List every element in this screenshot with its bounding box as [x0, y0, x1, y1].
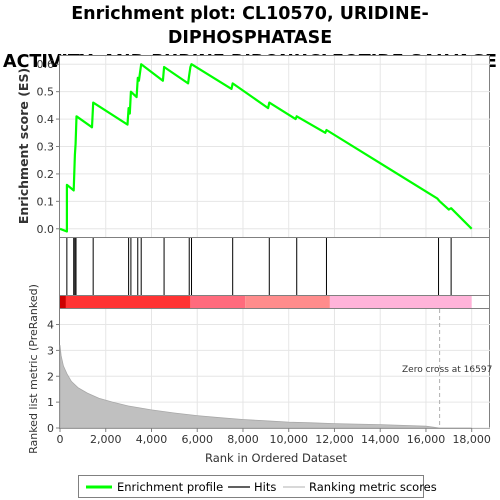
ranking-y-tick-label: 4 [47, 319, 54, 332]
x-tick-label: 10,000 [269, 433, 308, 446]
es-y-tick-label: 0.2 [37, 168, 55, 181]
es-y-tick-label: 0.0 [37, 223, 55, 236]
x-tick-label: 6,000 [181, 433, 213, 446]
ranking-y-axis-label: Ranked list metric (PreRanked) [27, 284, 40, 454]
title-line-1: Enrichment plot: CL10570, URIDINE-DIPHOS… [71, 4, 429, 48]
legend-enrichment-label: Enrichment profile [117, 480, 223, 494]
hits-group [66, 238, 452, 295]
ranking-y-tick-label: 1 [47, 396, 54, 409]
legend: Enrichment profile Hits Ranking metric s… [78, 475, 437, 498]
x-tick-label: 18,000 [452, 433, 491, 446]
rank-bar-segment [190, 296, 246, 308]
x-tick-label: 4,000 [136, 433, 168, 446]
rank-bar-segment [245, 296, 330, 308]
es-line-group [59, 63, 473, 233]
ranking-area-group [59, 309, 472, 429]
rank-bar-segment [60, 296, 191, 308]
rank-color-bar [60, 296, 472, 308]
x-axis-label: Rank in Ordered Dataset [205, 451, 348, 465]
hits-panel-frame [59, 237, 490, 296]
x-tick-label: 0 [57, 433, 64, 446]
ranking-area [59, 345, 472, 429]
es-y-tick-label: 0.6 [37, 58, 55, 71]
x-tick-label: 14,000 [361, 433, 400, 446]
legend-hits-label: Hits [254, 480, 276, 494]
es-y-axis: 0.0 0.1 0.2 0.3 0.4 0.5 0.6 [37, 58, 60, 236]
x-tick-label: 8,000 [227, 433, 259, 446]
ranking-y-tick-label: 0 [47, 422, 54, 435]
rank-bar-segment [60, 296, 66, 308]
ranking-y-tick-label: 3 [47, 344, 54, 357]
ranking-y-tick-label: 2 [47, 370, 54, 383]
x-tick-label: 16,000 [407, 433, 446, 446]
es-series-line [59, 63, 473, 233]
x-tick-label: 12,000 [315, 433, 354, 446]
es-y-tick-label: 0.4 [37, 113, 55, 126]
zero-cross-label: Zero cross at 16597 [402, 365, 492, 375]
ranking-y-axis: 0 1 2 3 4 [47, 319, 60, 435]
legend-frame [78, 475, 424, 498]
es-y-tick-label: 0.3 [37, 141, 55, 154]
es-y-axis-label: Enrichment score (ES) [16, 68, 31, 224]
rank-bar-segment [329, 296, 472, 308]
x-axis: 0 2,000 4,000 6,000 8,000 10,000 12,000 14,000 1… [57, 428, 491, 446]
x-tick-label: 2,000 [90, 433, 122, 446]
legend-ranking-label: Ranking metric scores [309, 480, 437, 494]
es-y-tick-label: 0.5 [37, 86, 55, 99]
es-y-tick-label: 0.1 [37, 195, 55, 208]
